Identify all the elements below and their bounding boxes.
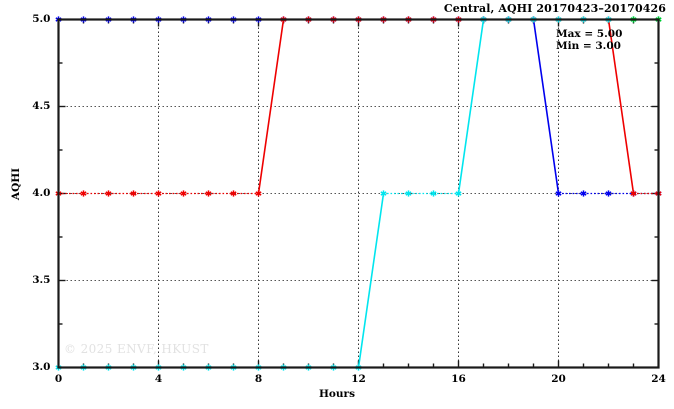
data-point-marker	[430, 190, 437, 197]
data-point-marker	[230, 190, 237, 197]
data-point-marker	[80, 190, 87, 197]
chart-title: Central, AQHI 20170423–20170426	[443, 2, 666, 15]
series-line	[257, 19, 285, 194]
marker-stroke	[405, 191, 412, 196]
x-tick-label: 24	[651, 372, 666, 385]
data-point-marker	[405, 190, 412, 197]
series-line	[457, 19, 485, 194]
marker-stroke	[105, 191, 112, 196]
x-axis-label: Hours	[318, 388, 355, 400]
marker-stroke	[580, 191, 587, 196]
marker-stroke	[80, 191, 87, 196]
x-tick-label: 20	[551, 372, 566, 385]
data-point-marker	[255, 190, 262, 197]
legend-box: Max = 5.00 Min = 3.00	[556, 28, 622, 52]
series-line	[607, 19, 635, 194]
y-tick-label: 4.0	[32, 186, 51, 199]
marker-stroke	[180, 191, 187, 196]
marker-stroke	[205, 191, 212, 196]
plot-frame	[57, 18, 660, 369]
x-tick-label: 0	[54, 372, 63, 385]
y-axis-label: AQHI	[10, 167, 22, 201]
data-point-marker	[155, 190, 162, 197]
marker-stroke	[455, 191, 462, 196]
data-point-marker	[455, 190, 462, 197]
y-tick-label: 3.5	[32, 273, 51, 286]
marker-stroke	[155, 191, 162, 196]
x-tick-label: 4	[154, 372, 163, 385]
data-point-marker	[630, 190, 637, 197]
marker-stroke	[430, 191, 437, 196]
data-point-marker	[605, 190, 612, 197]
data-point-marker	[180, 190, 187, 197]
data-point-marker	[105, 190, 112, 197]
marker-stroke	[555, 191, 562, 196]
marker-stroke	[605, 191, 612, 196]
x-tick-label: 8	[254, 372, 263, 385]
data-point-marker	[130, 190, 137, 197]
data-point-marker	[580, 190, 587, 197]
legend-min-label: Min = 3.00	[556, 40, 621, 52]
y-tick-label: 4.5	[32, 99, 51, 112]
series-line	[532, 19, 560, 194]
legend-max-label: Max = 5.00	[556, 28, 623, 40]
data-point-marker	[380, 190, 387, 197]
y-tick-label: 3.0	[32, 360, 51, 373]
data-point-marker	[205, 190, 212, 197]
series-line	[357, 193, 385, 368]
x-tick-label: 16	[451, 372, 466, 385]
marker-stroke	[630, 191, 637, 196]
y-tick-label: 5.0	[32, 12, 51, 25]
marker-stroke	[130, 191, 137, 196]
marker-stroke	[255, 191, 262, 196]
marker-stroke	[380, 191, 387, 196]
data-point-marker	[555, 190, 562, 197]
marker-stroke	[230, 191, 237, 196]
x-tick-label: 12	[351, 372, 366, 385]
